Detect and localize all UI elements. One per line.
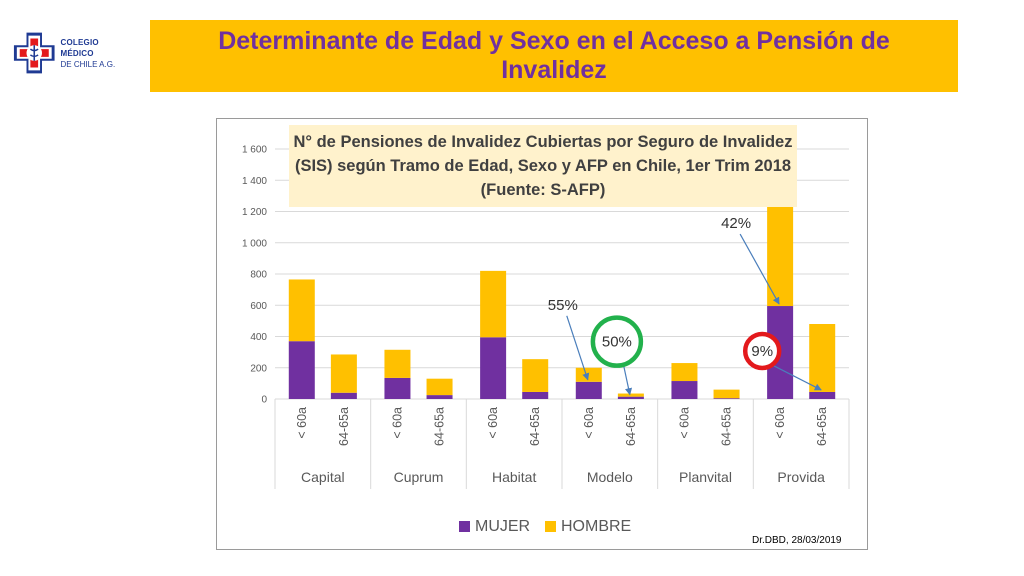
y-tick-label: 1 200 bbox=[242, 207, 267, 218]
group-label: Modelo bbox=[587, 469, 633, 485]
legend-swatch-mujer bbox=[459, 521, 470, 532]
bar-mujer bbox=[522, 391, 549, 399]
bar-hombre bbox=[671, 363, 698, 382]
bar-mujer bbox=[809, 391, 836, 399]
x-tick-label: < 60a bbox=[677, 407, 691, 439]
footer-note: Dr.DBD, 28/03/2019 bbox=[752, 535, 842, 546]
annotation-ring-red bbox=[742, 331, 782, 371]
annotation-arrow bbox=[566, 315, 590, 381]
x-tick-label: < 60a bbox=[582, 407, 596, 439]
bar-hombre bbox=[330, 354, 357, 393]
bar-hombre bbox=[522, 359, 549, 392]
chart-frame: 0 200 400 600 800 1 000 1 200 1 400 1 600 < 60a 64… bbox=[216, 118, 868, 550]
y-tick-label: 600 bbox=[250, 301, 267, 312]
y-tick-label: 1 000 bbox=[242, 238, 267, 249]
bar-mujer bbox=[671, 381, 698, 399]
annotation-label: 9% bbox=[751, 343, 773, 360]
legend-label-mujer: MUJER bbox=[475, 518, 530, 535]
bar-hombre bbox=[288, 279, 315, 342]
title-banner: Determinante de Edad y Sexo en el Acceso… bbox=[150, 20, 958, 92]
x-tick-label: < 60a bbox=[390, 407, 404, 439]
bar-mujer bbox=[575, 381, 602, 399]
annotation-label: 50% bbox=[602, 334, 632, 351]
y-tick-label: 1 400 bbox=[242, 176, 267, 187]
bar-hombre bbox=[575, 367, 602, 382]
slide-title: Determinante de Edad y Sexo en el Acceso… bbox=[218, 27, 890, 84]
bar-hombre bbox=[426, 378, 453, 396]
chart-title: N° de Pensiones de Invalidez Cubiertas p… bbox=[293, 133, 793, 199]
legend-label-hombre: HOMBRE bbox=[561, 518, 631, 535]
group-label: Provida bbox=[777, 469, 825, 485]
x-tick-label: 64-65a bbox=[433, 407, 447, 446]
annotation-arrow bbox=[739, 233, 780, 305]
bar-mujer bbox=[713, 398, 740, 399]
group-label: Planvital bbox=[679, 469, 732, 485]
group-label: Capital bbox=[301, 469, 345, 485]
bar-mujer bbox=[384, 377, 411, 399]
x-tick-label: 64-65a bbox=[528, 407, 542, 446]
bar-mujer bbox=[288, 341, 315, 399]
chart-title-box: N° de Pensiones de Invalidez Cubiertas p… bbox=[289, 125, 797, 207]
group-label: Habitat bbox=[492, 469, 536, 485]
y-tick-label: 0 bbox=[261, 395, 267, 406]
annotation-label: 42% bbox=[721, 215, 751, 232]
bar-hombre bbox=[809, 324, 836, 392]
x-tick-label: 64-65a bbox=[720, 407, 734, 446]
legend-swatch-hombre bbox=[545, 521, 556, 532]
bar-mujer bbox=[617, 396, 644, 399]
y-tick-label: 1 600 bbox=[242, 145, 267, 156]
medical-cross-icon bbox=[13, 32, 55, 74]
annotation-ring-green bbox=[590, 315, 644, 368]
bar-hombre bbox=[713, 389, 740, 399]
colegio-medico-logo: COLEGIO MÉDICO DE CHILE A.G. bbox=[12, 28, 132, 78]
bar-hombre bbox=[617, 393, 644, 397]
bar-hombre bbox=[384, 349, 411, 378]
x-tick-label: 64-65a bbox=[624, 407, 638, 446]
x-tick-label: < 60a bbox=[295, 407, 309, 439]
y-tick-label: 400 bbox=[250, 332, 267, 343]
bar-mujer bbox=[480, 337, 507, 399]
x-tick-label: 64-65a bbox=[337, 407, 351, 446]
x-tick-label: 64-65a bbox=[815, 407, 829, 446]
bar-mujer bbox=[426, 395, 453, 399]
logo-text-line1: COLEGIO MÉDICO bbox=[60, 37, 99, 58]
y-tick-label: 800 bbox=[250, 270, 267, 281]
annotation-label: 55% bbox=[548, 297, 578, 314]
x-tick-label: < 60a bbox=[773, 407, 787, 439]
y-tick-label: 200 bbox=[250, 363, 267, 374]
logo-text-line2: DE CHILE A.G. bbox=[60, 59, 116, 69]
x-tick-label: < 60a bbox=[486, 407, 500, 439]
bar-hombre bbox=[480, 270, 507, 338]
group-label: Cuprum bbox=[394, 469, 444, 485]
bar-mujer bbox=[330, 392, 357, 399]
annotation-arrow bbox=[765, 361, 822, 391]
